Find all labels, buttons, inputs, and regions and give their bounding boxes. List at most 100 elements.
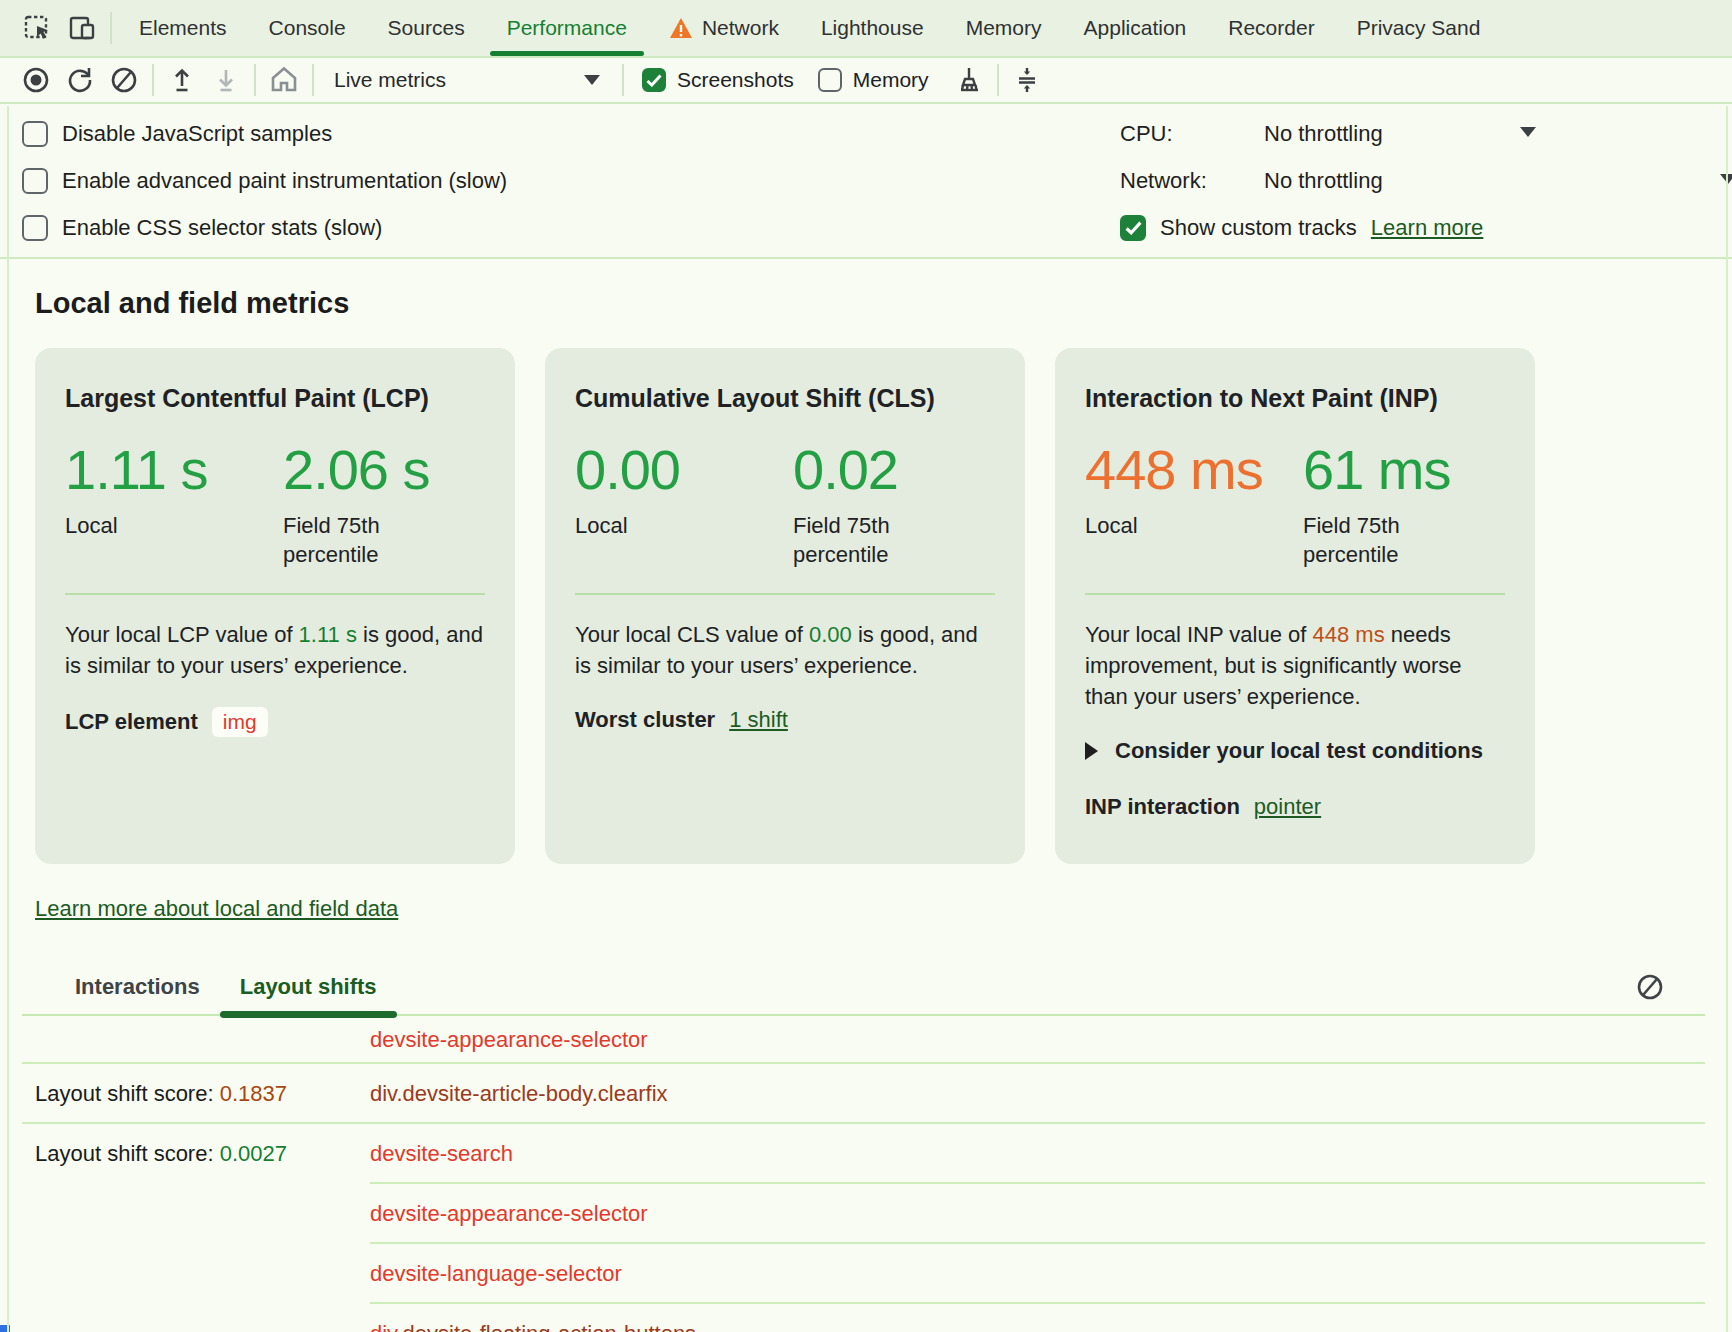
cpu-caret-icon [1520,127,1536,137]
performance-settings: Disable JavaScript samples Enable advanc… [0,104,1732,259]
upload-profile-button[interactable] [160,61,204,99]
shift-element-link[interactable]: div.devsite-floating-action-buttons [370,1321,696,1332]
shift-element-link[interactable]: div.devsite-article-body.clearfix [370,1081,668,1107]
tab-performance[interactable]: Performance [486,0,648,56]
tab-lighthouse[interactable]: Lighthouse [800,0,945,56]
gc-broom-icon[interactable] [947,61,991,99]
reload-record-button[interactable] [58,61,102,99]
record-button[interactable] [14,61,58,99]
tab-label: Recorder [1228,16,1314,40]
learn-more-field-data-link[interactable]: Learn more about local and field data [35,896,398,922]
inp-interaction-row: INP interaction pointer [1085,794,1505,820]
memory-checkbox[interactable] [818,68,842,92]
tab-console[interactable]: Console [248,0,367,56]
desc-text: Your local LCP value of [65,622,299,647]
memory-checkbox-row[interactable]: Memory [818,68,929,92]
shift-element-link[interactable]: devsite-appearance-selector [370,1027,648,1053]
toolbar-separator [254,64,256,96]
tab-application[interactable]: Application [1063,0,1208,56]
download-profile-button[interactable] [204,61,248,99]
worst-cluster-link[interactable]: 1 shift [729,707,788,733]
element-tag: div [370,1321,397,1332]
tab-memory[interactable]: Memory [945,0,1063,56]
shift-row[interactable]: div.devsite-floating-action-buttons [35,1304,1697,1332]
clear-button[interactable] [102,61,146,99]
lcp-card-title: Largest Contentful Paint (LCP) [65,384,485,413]
screenshots-checkbox-row[interactable]: Screenshots [642,68,794,92]
shift-element-link[interactable]: devsite-appearance-selector [370,1201,648,1227]
network-throttling-value: No throttling [1264,168,1383,194]
css-selector-stats-row[interactable]: Enable CSS selector stats (slow) [22,204,507,251]
tab-label: Privacy Sand [1357,16,1481,40]
live-metrics-view: Local and field metrics Largest Contentf… [0,287,1732,1332]
shift-element-link[interactable]: devsite-language-selector [370,1261,622,1287]
warning-triangle-icon [669,17,693,39]
cls-description: Your local CLS value of 0.00 is good, an… [575,619,995,681]
cls-local-value: 0.00 [575,437,793,502]
shift-row[interactable]: devsite-appearance-selector [35,1016,1697,1064]
home-button[interactable] [262,61,306,99]
collapse-tracks-icon[interactable] [1005,61,1049,99]
disable-js-samples-label: Disable JavaScript samples [62,121,332,147]
shift-row[interactable]: devsite-appearance-selector [35,1184,1697,1244]
cls-local-label: Local [575,511,740,540]
disable-js-samples-checkbox[interactable] [22,121,48,147]
lcp-field-value: 2.06 s [283,437,448,502]
scroll-corner [0,1325,10,1332]
local-test-conditions-disclosure[interactable]: Consider your local test conditions [1085,738,1505,764]
tab-label: Memory [966,16,1042,40]
custom-tracks-learn-more-link[interactable]: Learn more [1371,215,1484,241]
throttling-column: CPU: No throttling Network: No throttlin… [1120,110,1732,251]
advanced-paint-row[interactable]: Enable advanced paint instrumentation (s… [22,157,507,204]
network-label: Network: [1120,168,1230,194]
section-heading: Local and field metrics [35,287,1697,320]
shift-row[interactable]: Layout shift score: 0.0027 devsite-searc… [35,1124,1697,1184]
tab-interactions[interactable]: Interactions [55,966,220,1014]
tab-privacy-sandbox[interactable]: Privacy Sand [1336,0,1502,56]
shift-row[interactable]: devsite-language-selector [35,1244,1697,1304]
cls-card-title: Cumulative Layout Shift (CLS) [575,384,995,413]
cls-worst-cluster-row: Worst cluster 1 shift [575,707,995,733]
shift-row[interactable]: Layout shift score: 0.1837 div.devsite-a… [35,1064,1697,1124]
inp-local-value: 448 ms [1085,437,1303,502]
tab-elements[interactable]: Elements [118,0,248,56]
tab-layout-shifts[interactable]: Layout shifts [220,966,397,1014]
tabbar-separator [110,12,112,44]
lcp-desc-value: 1.11 s [299,622,357,647]
screenshots-checkbox[interactable] [642,68,666,92]
disable-js-samples-row[interactable]: Disable JavaScript samples [22,110,507,157]
inp-local-label: Local [1085,511,1250,540]
inp-interaction-label: INP interaction [1085,794,1240,820]
lcp-element-label: LCP element [65,709,198,735]
cls-local-value-block: 0.00 Local [575,437,793,569]
advanced-paint-label: Enable advanced paint instrumentation (s… [62,168,507,194]
card-divider [1085,593,1505,595]
cpu-label: CPU: [1120,121,1230,147]
shift-score-label: Layout shift score: [35,1141,220,1166]
custom-tracks-checkbox[interactable] [1120,215,1146,241]
tab-network[interactable]: Network [648,0,800,56]
shifts-log-panel: Interactions Layout shifts devsite-appea… [35,966,1697,1332]
lcp-element-node-chip[interactable]: img [212,707,268,737]
advanced-paint-checkbox[interactable] [22,168,48,194]
live-metrics-dropdown[interactable]: Live metrics [320,68,616,92]
tab-sources[interactable]: Sources [367,0,486,56]
shift-score-cell: Layout shift score: 0.0027 [35,1141,370,1167]
network-throttling-row[interactable]: Network: No throttling [1120,157,1732,204]
custom-tracks-row[interactable]: Show custom tracks Learn more [1120,204,1732,251]
cpu-throttling-row[interactable]: CPU: No throttling [1120,110,1732,157]
lcp-local-value-block: 1.11 s Local [65,437,283,569]
inp-interaction-link[interactable]: pointer [1254,794,1321,820]
desc-text: Your local INP value of [1085,622,1312,647]
inp-values: 448 ms Local 61 ms Field 75th percentile [1085,437,1505,569]
inp-card-title: Interaction to Next Paint (INP) [1085,384,1505,413]
cls-field-value-block: 0.02 Field 75th percentile [793,437,958,569]
inspect-cursor-icon[interactable] [16,0,60,56]
tab-label: Lighthouse [821,16,924,40]
lcp-field-value-block: 2.06 s Field 75th percentile [283,437,448,569]
tab-recorder[interactable]: Recorder [1207,0,1335,56]
css-selector-stats-checkbox[interactable] [22,215,48,241]
device-toolbar-icon[interactable] [60,0,104,56]
screenshots-label: Screenshots [677,68,794,92]
shift-element-link[interactable]: devsite-search [370,1141,513,1167]
